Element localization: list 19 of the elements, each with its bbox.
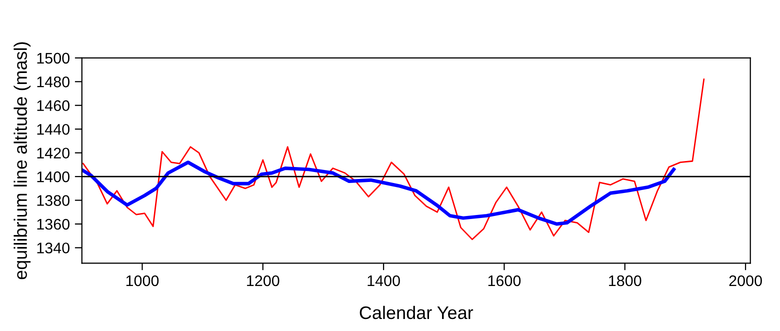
x-axis-title: Calendar Year xyxy=(360,306,474,320)
line-series xyxy=(82,160,676,226)
x-tick-label: 1000 xyxy=(126,275,159,286)
x-tick-label: 1200 xyxy=(247,275,280,286)
y-tick-label: 1340 xyxy=(37,242,70,254)
y-tick-label: 1500 xyxy=(37,52,70,64)
y-tick-label: 1460 xyxy=(37,100,70,112)
y-tick-label: 1400 xyxy=(37,171,70,182)
x-tick-label: 1600 xyxy=(488,275,521,286)
x-tick-label: 2000 xyxy=(729,275,762,286)
x-tick-label: 1800 xyxy=(609,275,642,286)
line-series xyxy=(82,78,705,240)
y-axis-title: equilibrium line altitude (masl) xyxy=(14,42,31,280)
y-tick-label: 1420 xyxy=(37,148,70,159)
y-tick-label: 1440 xyxy=(37,124,70,135)
y-tick-label: 1380 xyxy=(37,195,70,206)
y-tick-label: 1480 xyxy=(37,76,70,88)
x-tick-label: 1400 xyxy=(368,275,400,286)
y-tick-label: 1360 xyxy=(37,218,70,230)
